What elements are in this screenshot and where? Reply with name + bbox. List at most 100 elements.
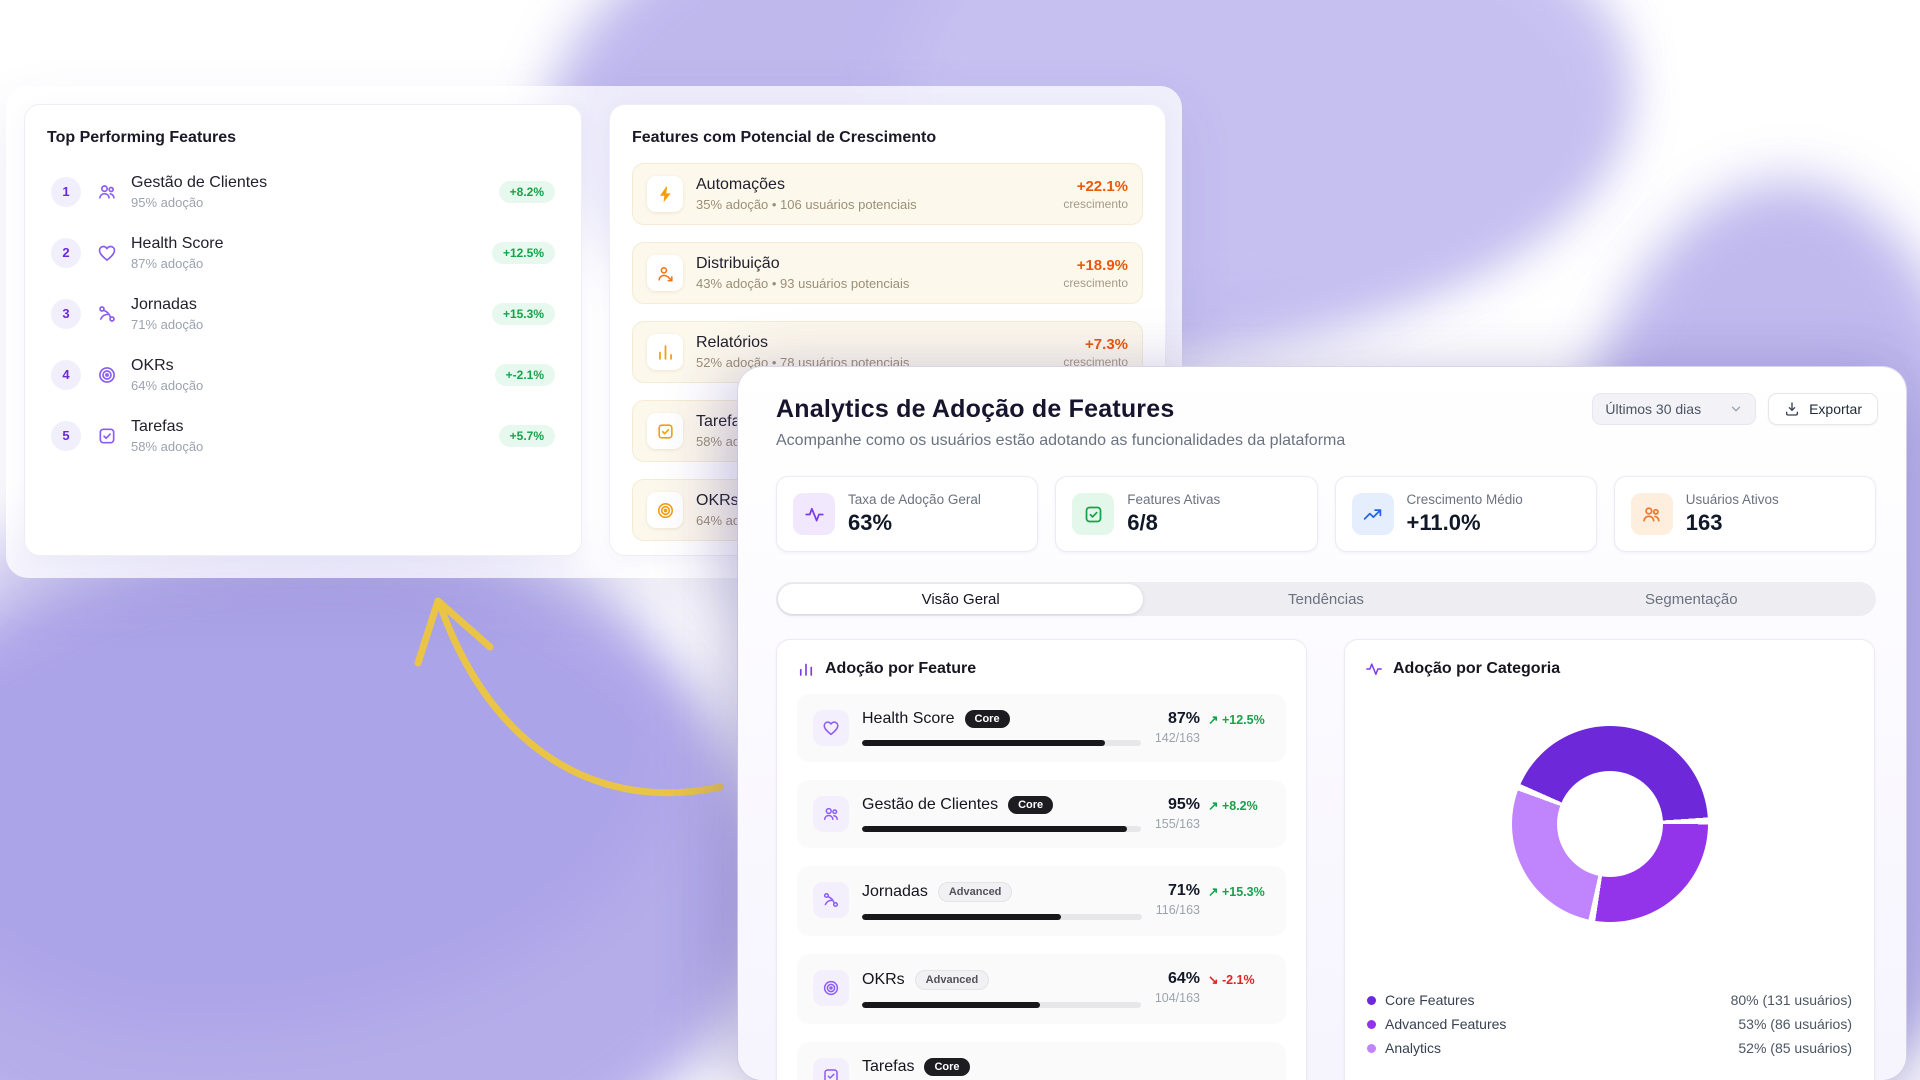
feature-name: Tarefas (131, 418, 184, 435)
feature-name: Relatórios (696, 334, 769, 351)
trending-up-icon (1351, 493, 1394, 535)
feature-name: Jornadas (862, 883, 928, 900)
trend-up-indicator: ↗ +15.3% (1208, 885, 1265, 899)
stat-card-avg-growth: Crescimento Médio +11.0% (1334, 476, 1597, 552)
analytics-panel: Analytics de Adoção de Features Acompanh… (738, 367, 1906, 1080)
feature-badge: Advanced (937, 882, 1013, 902)
feature-name: Jornadas (131, 296, 197, 313)
change-badge: +8.2% (498, 180, 555, 203)
list-item[interactable]: 1 Gestão de Clientes 95% adoção +8.2% (47, 161, 559, 222)
feature-name: Health Score (131, 235, 224, 252)
feature-name: Gestão de Clientes (862, 796, 999, 813)
heart-icon (97, 243, 117, 263)
stat-card-active-features: Features Ativas 6/8 (1055, 476, 1318, 552)
feature-rows: Health Score Core 87% ↗ +12.5% 142/163 (797, 694, 1286, 1080)
progress-bar (862, 826, 1141, 832)
legend-item: Analytics 52% (85 usuários) (1365, 1036, 1854, 1060)
growth-value: +22.1% (1076, 177, 1128, 195)
growth-label: crescimento (1063, 354, 1128, 369)
list-item[interactable]: Automações 35% adoção • 106 usuários pot… (632, 163, 1143, 225)
change-badge: +15.3% (491, 302, 555, 325)
feature-name: OKRs (696, 492, 739, 509)
tab-visao-geral[interactable]: Visão Geral (778, 584, 1144, 614)
stat-label: Taxa de Adoção Geral (848, 492, 981, 507)
check-square-icon (647, 413, 683, 449)
trend-up-indicator: ↗ +12.5% (1208, 713, 1265, 727)
growth-label: crescimento (1063, 196, 1128, 211)
stat-value: 163 (1685, 510, 1723, 535)
trend-up-indicator: ↗ +8.2% (1208, 799, 1258, 813)
tab-tendencias[interactable]: Tendências (1288, 590, 1364, 608)
page-subtitle: Acompanhe como os usuários estão adotand… (776, 432, 1346, 449)
export-button[interactable]: Exportar (1768, 393, 1878, 425)
target-icon (97, 365, 117, 385)
stat-card-adoption-rate: Taxa de Adoção Geral 63% (776, 476, 1039, 552)
growth-value: +7.3% (1085, 335, 1128, 353)
rank-badge: 1 (51, 176, 81, 207)
trend-indicator (1208, 1058, 1270, 1060)
growth-label: crescimento (1063, 275, 1128, 290)
bar-chart-icon (647, 334, 683, 370)
trend-down-indicator: ↘ -2.1% (1208, 973, 1255, 987)
legend-value: 80% (131 usuários) (1730, 992, 1852, 1008)
rank-badge: 5 (51, 420, 81, 451)
check-square-icon (813, 1058, 849, 1080)
download-icon (1784, 401, 1800, 417)
list-item[interactable]: 2 Health Score 87% adoção +12.5% (47, 222, 559, 283)
activity-icon (793, 493, 835, 535)
feature-name: Distribuição (696, 255, 780, 272)
stat-label: Usuários Ativos (1685, 492, 1779, 507)
feature-adoption-panel: Adoção por Feature Health Score Core 87% (776, 639, 1307, 1080)
progress-bar (862, 740, 1141, 746)
feature-pct: 95% (1167, 796, 1200, 813)
chevron-down-icon (1729, 402, 1743, 416)
hand-drawn-arrow (414, 597, 724, 797)
category-adoption-panel: Adoção por Categoria Core Features 80% (… (1344, 639, 1875, 1080)
change-badge: +5.7% (498, 424, 555, 447)
export-button-label: Exportar (1809, 401, 1862, 417)
legend-label: Advanced Features (1385, 1016, 1507, 1032)
heart-icon (813, 710, 849, 746)
feature-adoption: 87% adoção (131, 256, 204, 271)
feature-row[interactable]: Gestão de Clientes Core 95% ↗ +8.2% 155/… (797, 780, 1286, 848)
feature-ratio: 104/163 (1154, 991, 1200, 1005)
legend-dot (1367, 995, 1376, 1005)
feature-detail: 35% adoção • 106 usuários potenciais (696, 197, 917, 212)
list-item[interactable]: 5 Tarefas 58% adoção +5.7% (47, 405, 559, 466)
feature-row[interactable]: Jornadas Advanced 71% ↗ +15.3% 116/163 (797, 866, 1286, 936)
feature-row[interactable]: Health Score Core 87% ↗ +12.5% 142/163 (797, 694, 1286, 762)
target-icon (647, 492, 683, 528)
target-icon (813, 970, 849, 1006)
feature-name: Automações (696, 176, 785, 193)
feature-name: OKRs (131, 357, 174, 374)
check-square-icon (1072, 493, 1115, 535)
top-performing-list: 1 Gestão de Clientes 95% adoção +8.2% 2 … (47, 161, 559, 466)
list-item[interactable]: Distribuição 43% adoção • 93 usuários po… (632, 242, 1143, 304)
feature-adoption: 64% adoção (131, 378, 204, 393)
growth-value: +18.9% (1076, 256, 1128, 274)
stat-label: Features Ativas (1127, 492, 1221, 507)
list-item[interactable]: 3 Jornadas 71% adoção +15.3% (47, 283, 559, 344)
stats-row: Taxa de Adoção Geral 63% Features Ativas… (776, 476, 1876, 552)
page-title: Analytics de Adoção de Features (776, 395, 1175, 423)
feature-row[interactable]: Tarefas Core (797, 1042, 1286, 1080)
progress-bar (862, 1002, 1141, 1008)
change-badge: +12.5% (491, 241, 555, 264)
stat-value: 63% (848, 510, 893, 535)
tab-segmentacao[interactable]: Segmentação (1645, 590, 1738, 608)
panel-title: Adoção por Feature (825, 660, 977, 677)
period-select[interactable]: Últimos 30 dias (1592, 393, 1757, 425)
legend-dot (1367, 1043, 1376, 1053)
donut-hole (1556, 771, 1663, 877)
feature-row[interactable]: OKRs Advanced 64% ↘ -2.1% 104/163 (797, 954, 1286, 1024)
list-item[interactable]: 4 OKRs 64% adoção +-2.1% (47, 344, 559, 405)
rank-badge: 3 (51, 298, 81, 329)
legend-label: Analytics (1385, 1040, 1442, 1056)
rank-badge: 2 (51, 237, 81, 268)
stat-value: +11.0% (1406, 510, 1481, 535)
top-performing-card: Top Performing Features 1 Gestão de Clie… (24, 104, 582, 556)
feature-ratio: 142/163 (1154, 731, 1200, 745)
journey-icon (813, 882, 849, 918)
progress-bar (862, 914, 1142, 920)
feature-badge: Core (1008, 796, 1054, 814)
